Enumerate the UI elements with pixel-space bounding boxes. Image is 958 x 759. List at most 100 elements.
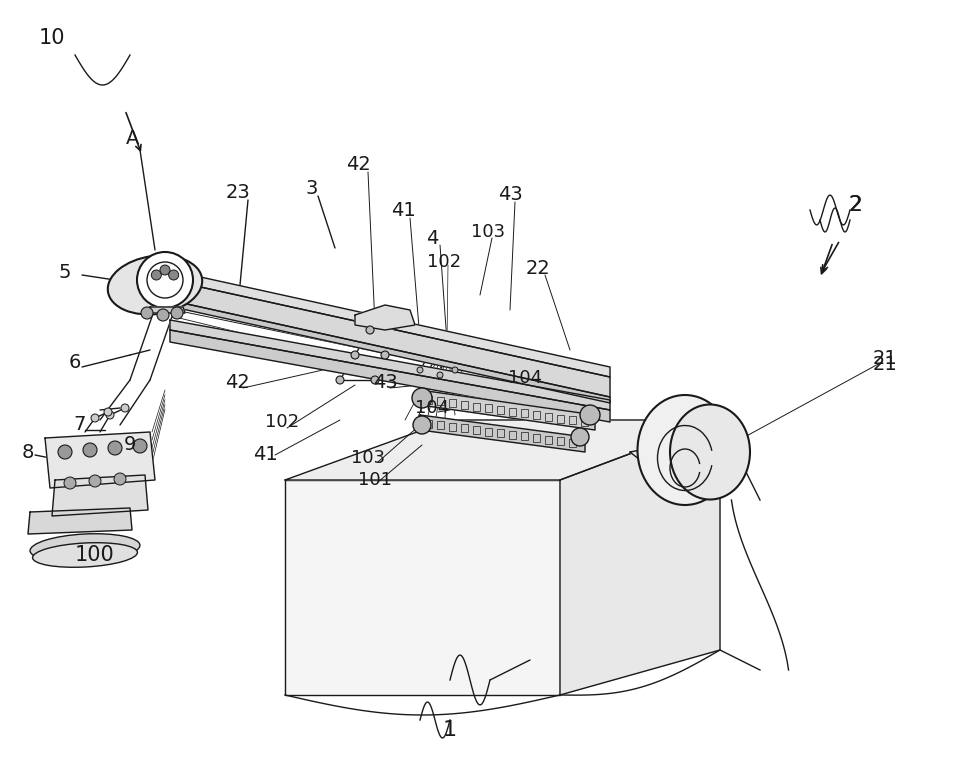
- Bar: [485, 405, 492, 412]
- Circle shape: [336, 376, 344, 384]
- Polygon shape: [420, 415, 585, 452]
- Bar: [497, 430, 504, 437]
- Circle shape: [89, 475, 101, 487]
- Circle shape: [417, 367, 423, 373]
- Polygon shape: [28, 508, 132, 534]
- Circle shape: [83, 443, 97, 457]
- Circle shape: [580, 405, 600, 425]
- Polygon shape: [45, 432, 155, 488]
- Bar: [473, 426, 480, 434]
- Circle shape: [171, 307, 183, 319]
- Text: 22: 22: [526, 259, 551, 278]
- Bar: [437, 398, 444, 405]
- Bar: [449, 399, 456, 407]
- Circle shape: [108, 441, 122, 455]
- Bar: [521, 409, 528, 417]
- Text: 41: 41: [253, 446, 278, 465]
- Bar: [449, 423, 456, 431]
- Ellipse shape: [108, 256, 202, 314]
- Text: 101: 101: [358, 471, 392, 489]
- Bar: [533, 434, 540, 442]
- Text: 104: 104: [415, 399, 449, 417]
- Text: 103: 103: [471, 223, 505, 241]
- Bar: [557, 437, 564, 446]
- Ellipse shape: [637, 395, 733, 505]
- Bar: [485, 427, 492, 436]
- Circle shape: [104, 408, 112, 416]
- Bar: [437, 421, 444, 430]
- Circle shape: [437, 372, 443, 378]
- Text: 42: 42: [346, 156, 371, 175]
- Text: 21: 21: [873, 348, 898, 367]
- Text: 41: 41: [391, 200, 416, 219]
- Circle shape: [141, 307, 153, 319]
- Text: 3: 3: [306, 178, 318, 197]
- Circle shape: [106, 411, 114, 419]
- Circle shape: [351, 351, 359, 359]
- Bar: [545, 436, 552, 444]
- Text: 10: 10: [38, 28, 65, 48]
- Bar: [509, 431, 516, 439]
- Polygon shape: [170, 320, 610, 410]
- Circle shape: [452, 367, 458, 373]
- Text: 6: 6: [69, 352, 81, 371]
- Text: 2: 2: [848, 195, 862, 215]
- Polygon shape: [285, 480, 560, 695]
- Text: 21: 21: [873, 355, 898, 374]
- Text: 2: 2: [849, 195, 861, 215]
- Bar: [557, 414, 564, 423]
- Circle shape: [366, 326, 374, 334]
- Bar: [473, 402, 480, 411]
- Circle shape: [133, 439, 147, 453]
- Text: 104: 104: [508, 369, 542, 387]
- Circle shape: [169, 270, 178, 280]
- Polygon shape: [560, 420, 720, 695]
- Polygon shape: [155, 267, 610, 377]
- Circle shape: [151, 270, 161, 280]
- Polygon shape: [155, 297, 610, 403]
- Circle shape: [114, 473, 126, 485]
- Circle shape: [160, 265, 170, 275]
- Text: 4: 4: [425, 228, 438, 247]
- Text: 43: 43: [497, 185, 522, 204]
- Polygon shape: [355, 305, 415, 330]
- Bar: [497, 406, 504, 414]
- Bar: [461, 401, 468, 409]
- Text: 9: 9: [124, 436, 136, 455]
- Bar: [425, 420, 432, 427]
- Bar: [569, 416, 576, 424]
- Polygon shape: [170, 330, 610, 422]
- Polygon shape: [52, 475, 148, 516]
- Polygon shape: [148, 307, 185, 313]
- Text: 5: 5: [58, 263, 71, 282]
- Text: 23: 23: [226, 182, 250, 201]
- Text: 1: 1: [443, 720, 457, 740]
- Text: 43: 43: [373, 373, 398, 392]
- Polygon shape: [630, 435, 740, 468]
- Circle shape: [571, 428, 589, 446]
- Circle shape: [137, 252, 193, 308]
- Bar: [581, 418, 588, 426]
- Bar: [509, 408, 516, 416]
- Text: 102: 102: [265, 413, 299, 431]
- Text: 8: 8: [22, 442, 34, 461]
- Text: A: A: [126, 128, 140, 147]
- Ellipse shape: [33, 543, 137, 567]
- Bar: [569, 439, 576, 447]
- Circle shape: [58, 445, 72, 459]
- Circle shape: [371, 376, 379, 384]
- Circle shape: [91, 414, 99, 422]
- Circle shape: [412, 388, 432, 408]
- Ellipse shape: [30, 534, 140, 562]
- Bar: [425, 395, 432, 404]
- Text: 103: 103: [351, 449, 385, 467]
- Text: 42: 42: [224, 373, 249, 392]
- Polygon shape: [285, 420, 720, 480]
- Circle shape: [64, 477, 76, 489]
- Bar: [545, 413, 552, 420]
- Circle shape: [413, 416, 431, 434]
- Circle shape: [157, 309, 169, 321]
- Polygon shape: [155, 277, 610, 397]
- Bar: [461, 424, 468, 433]
- Circle shape: [121, 404, 129, 412]
